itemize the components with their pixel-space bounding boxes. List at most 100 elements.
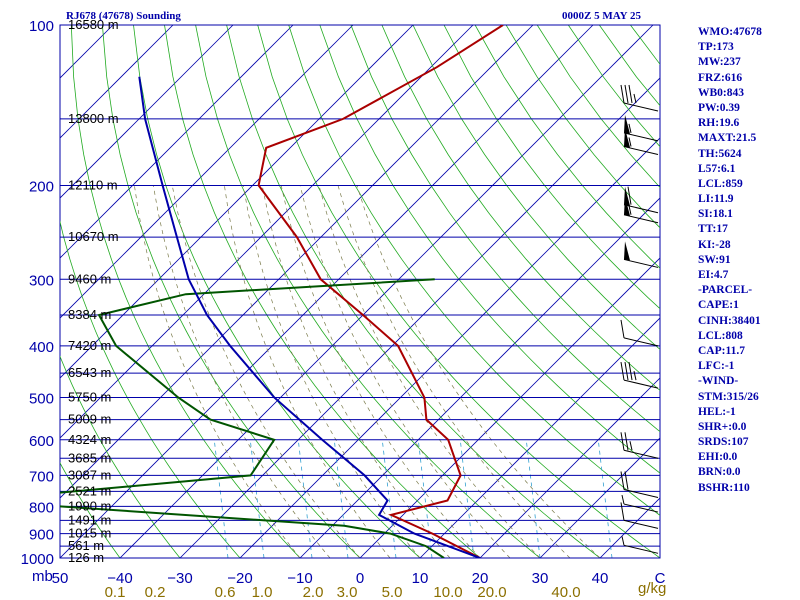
mixing-ratio-label: 3.0 (337, 584, 358, 600)
wind-barb-staff (623, 519, 659, 529)
height-label: 5750 m (68, 390, 111, 405)
moist-adiabat (280, 185, 481, 558)
mixing-ratio-line (297, 439, 313, 558)
index-20: LCL:808 (698, 329, 743, 342)
pressure-tick-label: 800 (29, 499, 54, 516)
temperature-tick-label: 30 (532, 570, 549, 587)
temperature-tick-label: −10 (287, 570, 312, 587)
wind-barb-flag (624, 362, 629, 381)
wind-barb-pennant (624, 128, 630, 148)
wind-barb-staff (623, 337, 659, 347)
temperature-axis-end-label: C (655, 570, 666, 587)
mixing-ratio-line (459, 439, 475, 558)
mixing-ratio-line (381, 439, 397, 558)
index-10: LCL:859 (698, 177, 743, 190)
height-label: 5009 m (68, 412, 111, 427)
isotherm (359, 257, 660, 558)
index-5: PW:0.39 (698, 101, 740, 114)
index-17: -PARCEL- (698, 284, 753, 297)
height-label: 6543 m (68, 365, 111, 380)
parcel-profile (138, 76, 481, 558)
mixing-ratio-label: 2.0 (303, 584, 324, 600)
wind-barb-staff (623, 258, 659, 268)
pressure-tick-label: 500 (29, 391, 54, 408)
pressure-tick-label: 700 (29, 468, 54, 485)
height-label: 13800 m (68, 111, 119, 126)
mixing-ratio-line (597, 439, 613, 558)
mixing-ratio-unit: g/kg (638, 580, 667, 597)
wind-barb-half (629, 441, 633, 451)
wind-barb-flag (627, 186, 632, 205)
wind-barb-staff (623, 449, 659, 459)
wind-barb-staff (623, 489, 659, 498)
wind-barb-half (633, 370, 637, 381)
indices-panel: WMO:47678 TP:173 MW:237 FRZ:616 WB0:843 PW:0.… (698, 25, 798, 496)
wind-barb-flag (620, 362, 625, 381)
index-0: WMO:47678 (698, 26, 762, 38)
wind-barb-flag (620, 502, 625, 521)
isotherm (60, 25, 354, 319)
mixing-ratio-line (213, 439, 229, 558)
index-22: LFC:-1 (698, 360, 735, 373)
pressure-tick-label: 1000 (21, 551, 54, 568)
wind-barb-staff (623, 146, 659, 156)
wind-barb-flag (620, 432, 625, 451)
index-8: TH:5624 (698, 147, 742, 160)
temperature-tick-label: 40 (592, 570, 609, 587)
pressure-tick-label: 900 (29, 527, 54, 544)
height-label: 9460 m (68, 271, 111, 286)
index-28: EHI:0.0 (698, 451, 738, 464)
mixing-ratio-label: 10.0 (433, 584, 462, 600)
isotherm (60, 25, 534, 499)
wind-barb (621, 494, 659, 513)
index-16: EI:4.7 (698, 269, 729, 281)
mixing-ratio-line (249, 439, 265, 558)
mixing-ratio-label: 20.0 (477, 584, 506, 600)
wind-barb-half (628, 205, 632, 215)
wind-barb (623, 128, 659, 156)
valid-time: 0000Z 5 MAY 25 (562, 10, 641, 22)
wind-barb-staff (623, 214, 659, 224)
isotherm (419, 317, 660, 558)
pressure-tick-label: 200 (29, 178, 54, 195)
index-24: STM:315/26 (698, 390, 759, 403)
wind-barb-staff (623, 102, 659, 112)
moist-adiabat (134, 185, 301, 558)
temperature-tick-label: 20 (472, 570, 489, 587)
height-label: 7420 m (68, 338, 111, 353)
wind-barb-staff (623, 379, 659, 389)
index-18: CAPE:1 (698, 299, 739, 312)
wind-barb-half (628, 137, 632, 147)
index-27: SRDS:107 (698, 436, 749, 449)
pressure-tick-label: 400 (29, 339, 54, 356)
temperature-tick-label: −20 (227, 570, 252, 587)
wind-barb (623, 241, 659, 268)
height-label: 1990 m (68, 498, 111, 513)
index-14: KI:-28 (698, 238, 731, 251)
mixing-ratio-line (525, 439, 541, 558)
height-label: 1491 m (68, 512, 111, 527)
temperature-tick-label: 10 (412, 570, 429, 587)
mixing-ratio-label: 5.0 (382, 584, 403, 600)
wind-barb-flag (624, 471, 629, 490)
temperature-tick-label: −40 (107, 570, 132, 587)
pressure-tick-label: 100 (29, 18, 54, 35)
height-label: 3685 m (68, 450, 111, 465)
isotherm (60, 25, 474, 439)
isotherm (119, 25, 654, 558)
index-23: -WIND- (698, 375, 739, 388)
wind-barb-half (621, 536, 625, 546)
index-25: HEL:-1 (698, 405, 736, 418)
wind-barb (620, 471, 659, 498)
pressure-unit: mb (32, 568, 53, 585)
wind-barb-staff (623, 132, 659, 142)
wind-barb (620, 432, 659, 459)
wind-barb (623, 196, 659, 224)
wind-barb (620, 84, 659, 112)
wind-barb (623, 114, 659, 142)
wind-barb-flag (628, 362, 633, 381)
index-9: L57:6.1 (698, 162, 736, 175)
isotherm (239, 137, 660, 558)
index-2: MW:237 (698, 56, 741, 69)
